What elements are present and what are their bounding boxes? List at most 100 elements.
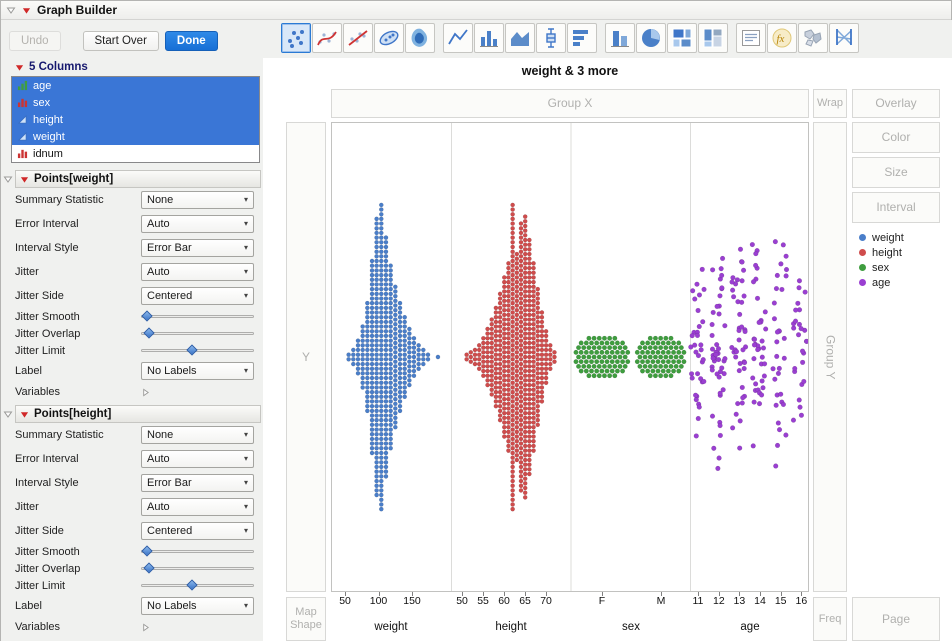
data-point[interactable] <box>756 401 763 407</box>
data-point[interactable] <box>783 266 790 273</box>
data-point[interactable] <box>552 349 557 355</box>
data-point[interactable] <box>622 363 628 369</box>
data-point[interactable] <box>397 394 403 400</box>
data-point[interactable] <box>527 298 532 304</box>
data-point[interactable] <box>510 258 515 264</box>
data-point[interactable] <box>506 401 511 407</box>
data-point[interactable] <box>388 319 393 325</box>
red-triangle-icon[interactable] <box>20 410 29 419</box>
data-point[interactable] <box>388 347 393 353</box>
data-point[interactable] <box>392 312 398 318</box>
data-point[interactable] <box>360 366 366 372</box>
data-point[interactable] <box>527 237 532 243</box>
data-point[interactable] <box>493 319 499 325</box>
data-point[interactable] <box>531 364 536 369</box>
data-point[interactable] <box>481 354 486 360</box>
data-point[interactable] <box>535 310 541 315</box>
data-point[interactable] <box>586 363 592 369</box>
data-point[interactable] <box>397 338 403 344</box>
data-point[interactable] <box>737 360 743 367</box>
data-point[interactable] <box>678 363 684 369</box>
data-point[interactable] <box>378 263 384 269</box>
axis-tick-label[interactable]: 55 <box>477 595 489 607</box>
data-point[interactable] <box>383 385 389 390</box>
data-point[interactable] <box>797 404 803 410</box>
data-point[interactable] <box>692 392 699 398</box>
data-point[interactable] <box>514 349 520 355</box>
data-point[interactable] <box>518 282 524 287</box>
data-point[interactable] <box>531 378 536 383</box>
data-point[interactable] <box>522 476 528 482</box>
data-point[interactable] <box>374 221 379 226</box>
data-point[interactable] <box>762 309 768 315</box>
data-point[interactable] <box>652 345 658 351</box>
data-point[interactable] <box>383 244 389 250</box>
data-point[interactable] <box>506 364 511 369</box>
data-point[interactable] <box>802 289 808 295</box>
data-point[interactable] <box>715 465 721 472</box>
data-point[interactable] <box>378 324 384 329</box>
data-point[interactable] <box>531 387 536 393</box>
data-point[interactable] <box>365 343 370 348</box>
bar-h-icon[interactable] <box>567 23 597 53</box>
data-point[interactable] <box>522 321 528 327</box>
data-point[interactable] <box>514 335 520 341</box>
data-point[interactable] <box>350 347 356 353</box>
red-triangle-icon[interactable] <box>15 63 24 72</box>
data-point[interactable] <box>741 365 747 372</box>
data-point[interactable] <box>531 368 536 374</box>
data-point[interactable] <box>369 272 375 278</box>
data-point[interactable] <box>374 464 379 470</box>
data-point[interactable] <box>411 340 417 346</box>
data-point[interactable] <box>531 443 536 449</box>
data-point[interactable] <box>652 363 658 369</box>
data-point[interactable] <box>650 349 656 355</box>
data-point[interactable] <box>493 314 499 320</box>
data-point[interactable] <box>369 305 375 311</box>
data-point[interactable] <box>522 401 528 407</box>
data-point[interactable] <box>736 368 742 374</box>
slider-thumb[interactable] <box>141 545 153 557</box>
data-point[interactable] <box>539 385 545 390</box>
data-point[interactable] <box>522 261 528 266</box>
data-point[interactable] <box>750 279 757 285</box>
data-point[interactable] <box>374 399 379 404</box>
data-point[interactable] <box>535 403 541 409</box>
data-point[interactable] <box>518 431 524 437</box>
data-point[interactable] <box>531 448 536 453</box>
data-point[interactable] <box>420 352 426 358</box>
data-point[interactable] <box>435 354 441 360</box>
data-point[interactable] <box>369 356 375 362</box>
data-point[interactable] <box>539 328 545 334</box>
data-point[interactable] <box>420 347 426 353</box>
data-point[interactable] <box>369 277 375 283</box>
data-point[interactable] <box>468 349 474 355</box>
data-point[interactable] <box>514 289 520 294</box>
data-point[interactable] <box>374 394 379 400</box>
jitter-side-dropdown[interactable]: Centered ▾ <box>141 287 254 305</box>
data-point[interactable] <box>539 347 545 353</box>
data-point[interactable] <box>795 332 802 338</box>
data-point[interactable] <box>497 291 503 297</box>
data-point[interactable] <box>355 366 361 372</box>
data-point[interactable] <box>531 345 536 350</box>
data-point[interactable] <box>607 363 613 369</box>
data-point[interactable] <box>583 349 589 355</box>
data-point[interactable] <box>510 263 515 269</box>
data-point[interactable] <box>510 328 515 334</box>
data-point[interactable] <box>518 272 524 278</box>
data-point[interactable] <box>497 370 503 376</box>
error-interval-dropdown[interactable]: Auto ▾ <box>141 450 254 468</box>
data-point[interactable] <box>497 338 503 344</box>
data-point[interactable] <box>383 343 389 348</box>
data-point[interactable] <box>378 502 384 507</box>
data-point[interactable] <box>360 375 366 381</box>
data-point[interactable] <box>535 399 541 404</box>
data-point[interactable] <box>360 343 366 348</box>
data-point[interactable] <box>514 251 520 257</box>
data-point[interactable] <box>527 345 532 350</box>
data-point[interactable] <box>506 275 511 280</box>
data-point[interactable] <box>690 288 696 294</box>
axis-tick-label[interactable]: 15 <box>774 595 787 607</box>
data-point[interactable] <box>510 436 515 442</box>
